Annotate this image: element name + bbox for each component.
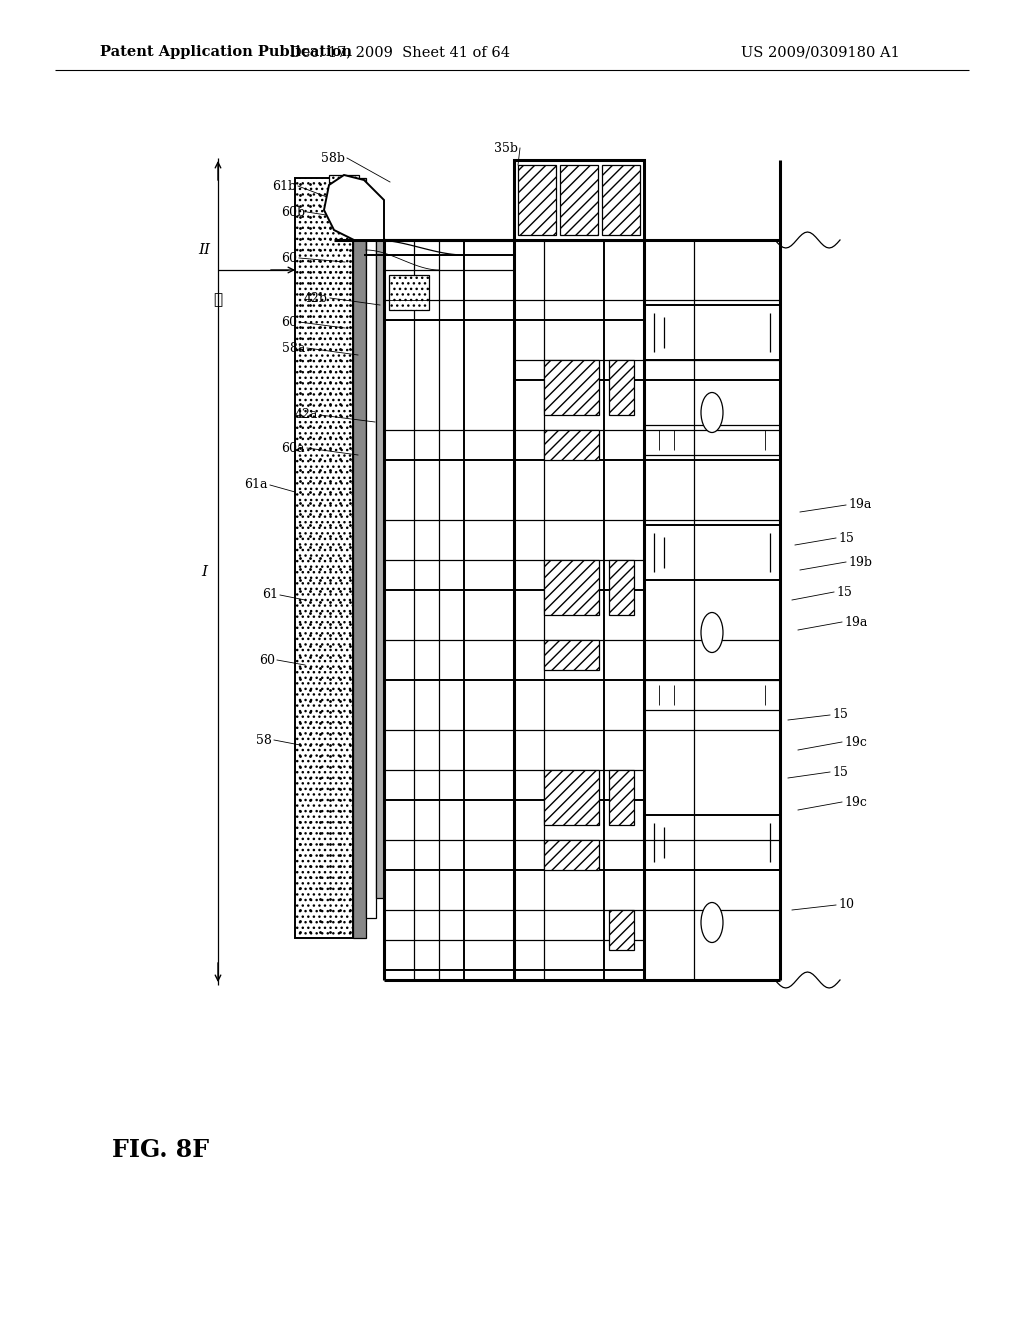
Text: ✕: ✕ (213, 293, 222, 308)
Bar (353, 178, 366, 939)
Text: 61a: 61a (245, 479, 268, 491)
Text: 15: 15 (836, 586, 852, 598)
Bar (544, 560, 599, 615)
Text: 10: 10 (838, 899, 854, 912)
Bar (329, 176, 359, 220)
Text: 60a: 60a (282, 441, 305, 454)
Text: 60: 60 (281, 252, 297, 264)
Bar (609, 770, 634, 825)
Ellipse shape (701, 392, 723, 433)
Text: 19a: 19a (844, 615, 867, 628)
Text: 60: 60 (281, 315, 297, 329)
Bar (602, 165, 640, 235)
Text: FIG. 8F: FIG. 8F (112, 1138, 209, 1162)
Text: 19b: 19b (848, 556, 872, 569)
Text: 19c: 19c (844, 735, 867, 748)
Text: 15: 15 (831, 709, 848, 722)
Text: 60b: 60b (281, 206, 305, 219)
Text: 58a: 58a (282, 342, 305, 355)
Bar (609, 909, 634, 950)
Bar (389, 275, 429, 310)
Text: 19a: 19a (848, 499, 871, 511)
Text: 35b: 35b (494, 141, 518, 154)
Text: Patent Application Publication: Patent Application Publication (100, 45, 352, 59)
Text: 61: 61 (262, 589, 278, 602)
Bar (544, 360, 599, 414)
Bar (514, 160, 644, 240)
Text: US 2009/0309180 A1: US 2009/0309180 A1 (740, 45, 899, 59)
Bar (560, 165, 598, 235)
Polygon shape (324, 176, 384, 240)
Bar (544, 770, 599, 825)
Ellipse shape (701, 903, 723, 942)
Text: 58b: 58b (321, 152, 345, 165)
Bar (366, 198, 376, 917)
Text: Dec. 17, 2009  Sheet 41 of 64: Dec. 17, 2009 Sheet 41 of 64 (290, 45, 510, 59)
Text: 60: 60 (259, 653, 275, 667)
Text: 42b: 42b (304, 292, 328, 305)
Ellipse shape (701, 612, 723, 652)
Text: 15: 15 (831, 766, 848, 779)
Text: 19c: 19c (844, 796, 867, 808)
Text: 15: 15 (838, 532, 854, 544)
Text: I: I (201, 565, 207, 578)
Bar (295, 178, 353, 939)
Text: 58: 58 (256, 734, 272, 747)
Bar (609, 360, 634, 414)
Bar (609, 560, 634, 615)
Bar (518, 165, 556, 235)
Text: 42a: 42a (295, 408, 318, 421)
Text: II: II (198, 243, 210, 257)
Bar (544, 430, 599, 459)
Bar (544, 640, 599, 671)
Bar (544, 840, 599, 870)
Text: 61b: 61b (272, 180, 296, 193)
Bar (376, 238, 384, 898)
